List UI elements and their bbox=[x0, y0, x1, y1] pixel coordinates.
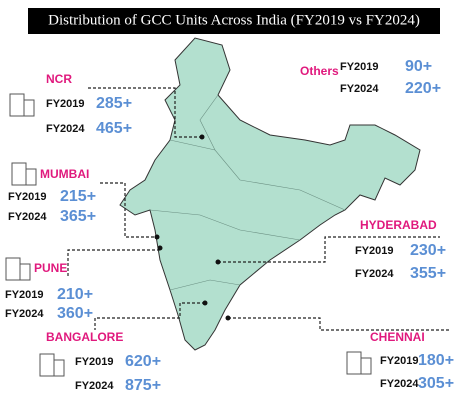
year-label: FY2019 bbox=[8, 191, 47, 203]
unit-count: 305+ bbox=[418, 375, 454, 392]
year-label: FY2024 bbox=[75, 380, 114, 392]
year-label: FY2019 bbox=[46, 98, 85, 110]
building-icons bbox=[5, 93, 372, 377]
year-label: FY2024 bbox=[46, 123, 85, 135]
year-label: FY2024 bbox=[5, 308, 44, 320]
year-label: FY2019 bbox=[355, 245, 394, 257]
unit-count: 620+ bbox=[125, 353, 161, 370]
title-bar bbox=[28, 8, 440, 34]
unit-count: 215+ bbox=[60, 188, 96, 205]
unit-count: 365+ bbox=[60, 208, 96, 225]
year-label: FY2019 bbox=[75, 356, 114, 368]
leader-lines bbox=[67, 87, 450, 331]
unit-count: 180+ bbox=[418, 352, 454, 369]
year-label: FY2019 bbox=[380, 355, 419, 367]
region-name: Others bbox=[300, 64, 339, 78]
year-label: FY2019 bbox=[340, 61, 379, 73]
title: Distribution of GCC Units Across India (… bbox=[48, 12, 420, 28]
region-name: MUMBAI bbox=[40, 167, 89, 181]
region-name: CHENNAI bbox=[370, 330, 425, 344]
unit-count: 465+ bbox=[96, 120, 132, 137]
unit-count: 355+ bbox=[410, 265, 446, 282]
unit-count: 875+ bbox=[125, 377, 161, 394]
unit-count: 285+ bbox=[96, 95, 132, 112]
year-label: FY2024 bbox=[8, 211, 47, 223]
unit-count: 90+ bbox=[405, 58, 432, 75]
unit-count: 220+ bbox=[405, 80, 441, 97]
year-label: FY2024 bbox=[355, 268, 394, 280]
region-name: PUNE bbox=[34, 261, 67, 275]
unit-count: 360+ bbox=[57, 305, 93, 322]
year-label: FY2024 bbox=[340, 83, 379, 95]
region-name: BANGALORE bbox=[46, 330, 123, 344]
region-name: HYDERABAD bbox=[360, 218, 437, 232]
unit-count: 210+ bbox=[57, 286, 93, 303]
state-borders bbox=[149, 94, 346, 291]
unit-count: 230+ bbox=[410, 242, 446, 259]
year-label: FY2019 bbox=[5, 289, 44, 301]
city-dots bbox=[154, 134, 231, 321]
region-name: NCR bbox=[46, 72, 72, 86]
year-label: FY2024 bbox=[380, 378, 419, 390]
